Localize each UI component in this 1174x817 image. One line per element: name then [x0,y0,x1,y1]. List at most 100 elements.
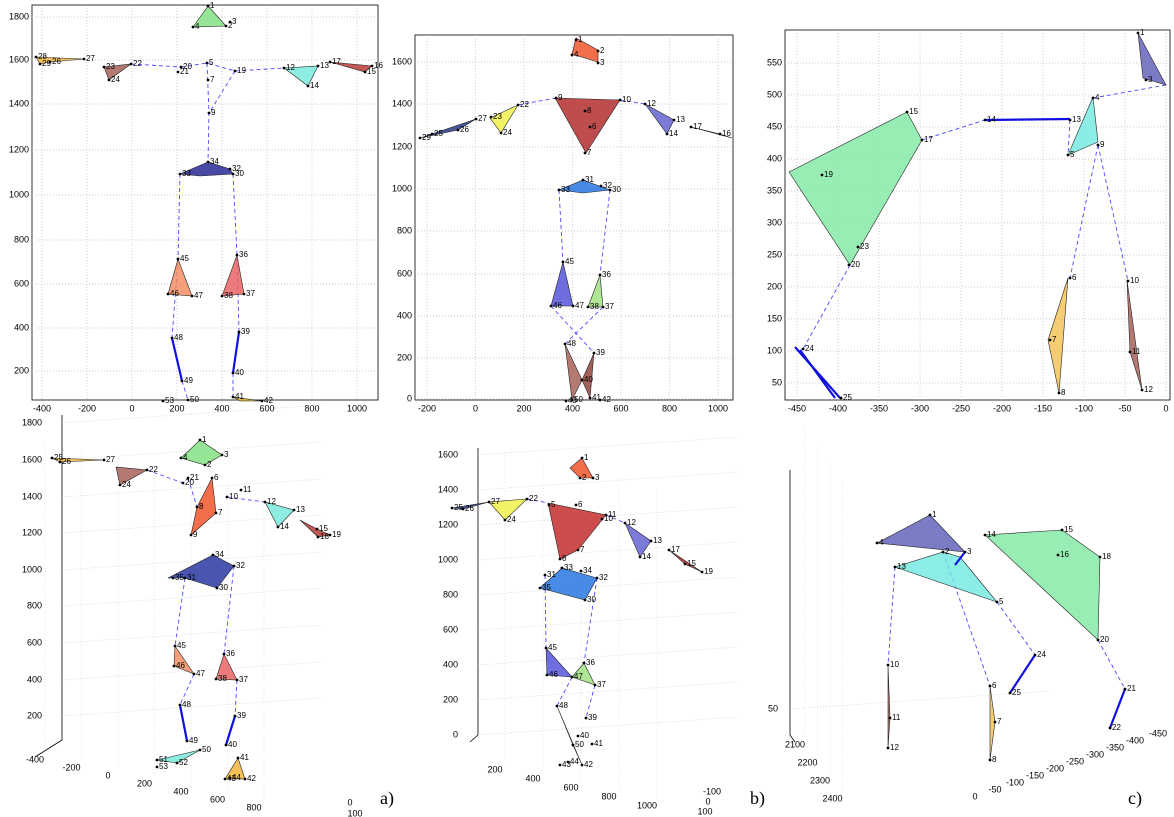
z-tick-label: -400 [1126,735,1144,745]
marker [277,526,280,529]
marker-label: 12 [267,497,276,506]
marker [187,477,190,480]
y-tick-label: 1800 [22,417,42,427]
marker-label: 12 [890,743,899,752]
y-tick-label: 1600 [438,449,458,459]
marker [596,577,599,580]
marker-label: 46 [176,661,185,670]
skeleton-link [181,63,284,71]
marker-label: 48 [182,700,191,709]
marker-label: 25 [843,393,852,402]
marker-label: 40 [235,368,244,377]
marker-label: 43 [568,396,577,405]
marker [597,62,600,65]
marker-label: 42 [264,396,273,405]
marker-label: 22 [133,59,142,68]
marker-label: 52 [179,758,188,767]
y-tick-label: 150 [767,313,782,323]
marker [589,126,592,129]
y-tick-label: 1000 [392,183,412,193]
marker-label: 10 [890,660,899,669]
x-tick-label: 800 [304,403,319,413]
marker [644,103,647,106]
marker-label: 3 [1148,75,1153,84]
y-tick-label: 800 [14,234,29,244]
skeleton-link [997,602,1035,655]
marker-label: 2 [207,460,212,469]
marker-label: 16 [722,129,731,138]
marker-label: 5 [551,500,556,509]
skeleton-link [1093,85,1166,98]
y-tick-label: 1400 [22,491,42,501]
marker-label: 37 [597,680,606,689]
marker-label: 31 [585,175,594,184]
marker-label: 5 [1070,150,1075,159]
marker [599,274,602,277]
marker [597,50,600,53]
grid-line [62,588,322,606]
grid-line [62,625,322,643]
marker [224,778,227,781]
marker [719,133,722,136]
marker-label: 4 [183,453,188,462]
y-tick-label: 200 [27,710,42,720]
marker-label: 10 [604,514,613,523]
marker-label: 1 [202,435,207,444]
x-tick-label: -300 [911,403,929,413]
marker-label: 15 [909,107,918,116]
marker-label: 18 [320,532,329,541]
marker [504,519,507,522]
marker-label: 30 [219,583,228,592]
marker-label: 24 [805,344,814,353]
marker [261,400,264,403]
marker [199,749,202,752]
y-tick-label: 200 [443,694,458,704]
marker [1034,654,1037,657]
marker [211,477,214,480]
marker [848,264,851,267]
marker [964,551,967,554]
marker [35,56,38,59]
x-tick-label: 200 [487,764,502,774]
marker [639,556,642,559]
marker-label: 14 [987,115,996,124]
z-tick-label: -350 [1106,742,1124,752]
marker-label: 45 [565,257,574,266]
rigid-link [180,705,187,741]
marker-label: 14 [310,81,319,90]
marker-label: 50 [575,740,584,749]
marker [177,258,180,261]
y-tick-label: 1000 [9,189,29,199]
marker [488,501,491,504]
marker-label: 46 [170,289,179,298]
marker [619,99,622,102]
marker-label: 4 [195,22,200,31]
grid-line [478,647,738,665]
marker-label: 37 [239,675,248,684]
marker-group [888,665,890,748]
marker [371,65,374,68]
marker-label: 13 [897,562,906,571]
marker-label: 24 [111,75,120,84]
marker [317,536,320,539]
marker-label: 22 [529,494,538,503]
marker [887,664,890,667]
marker-label: 7 [210,75,215,84]
marker [802,348,805,351]
y-tick-label: 800 [27,600,42,610]
marker [193,673,196,676]
marker-label: 7 [218,508,223,517]
y-tick-label: 1600 [392,56,412,66]
marker-group [222,255,244,296]
marker-group [191,478,216,535]
y-tick-label: 1800 [9,11,29,21]
marker [558,189,561,192]
marker [556,705,559,708]
marker-label: 20 [851,260,860,269]
y-tick-label: 200 [14,365,29,375]
marker [182,482,185,485]
z-tick-label: -100 [1006,777,1024,787]
marker-label: 11 [243,485,252,494]
marker [580,570,583,573]
marker [550,305,553,308]
